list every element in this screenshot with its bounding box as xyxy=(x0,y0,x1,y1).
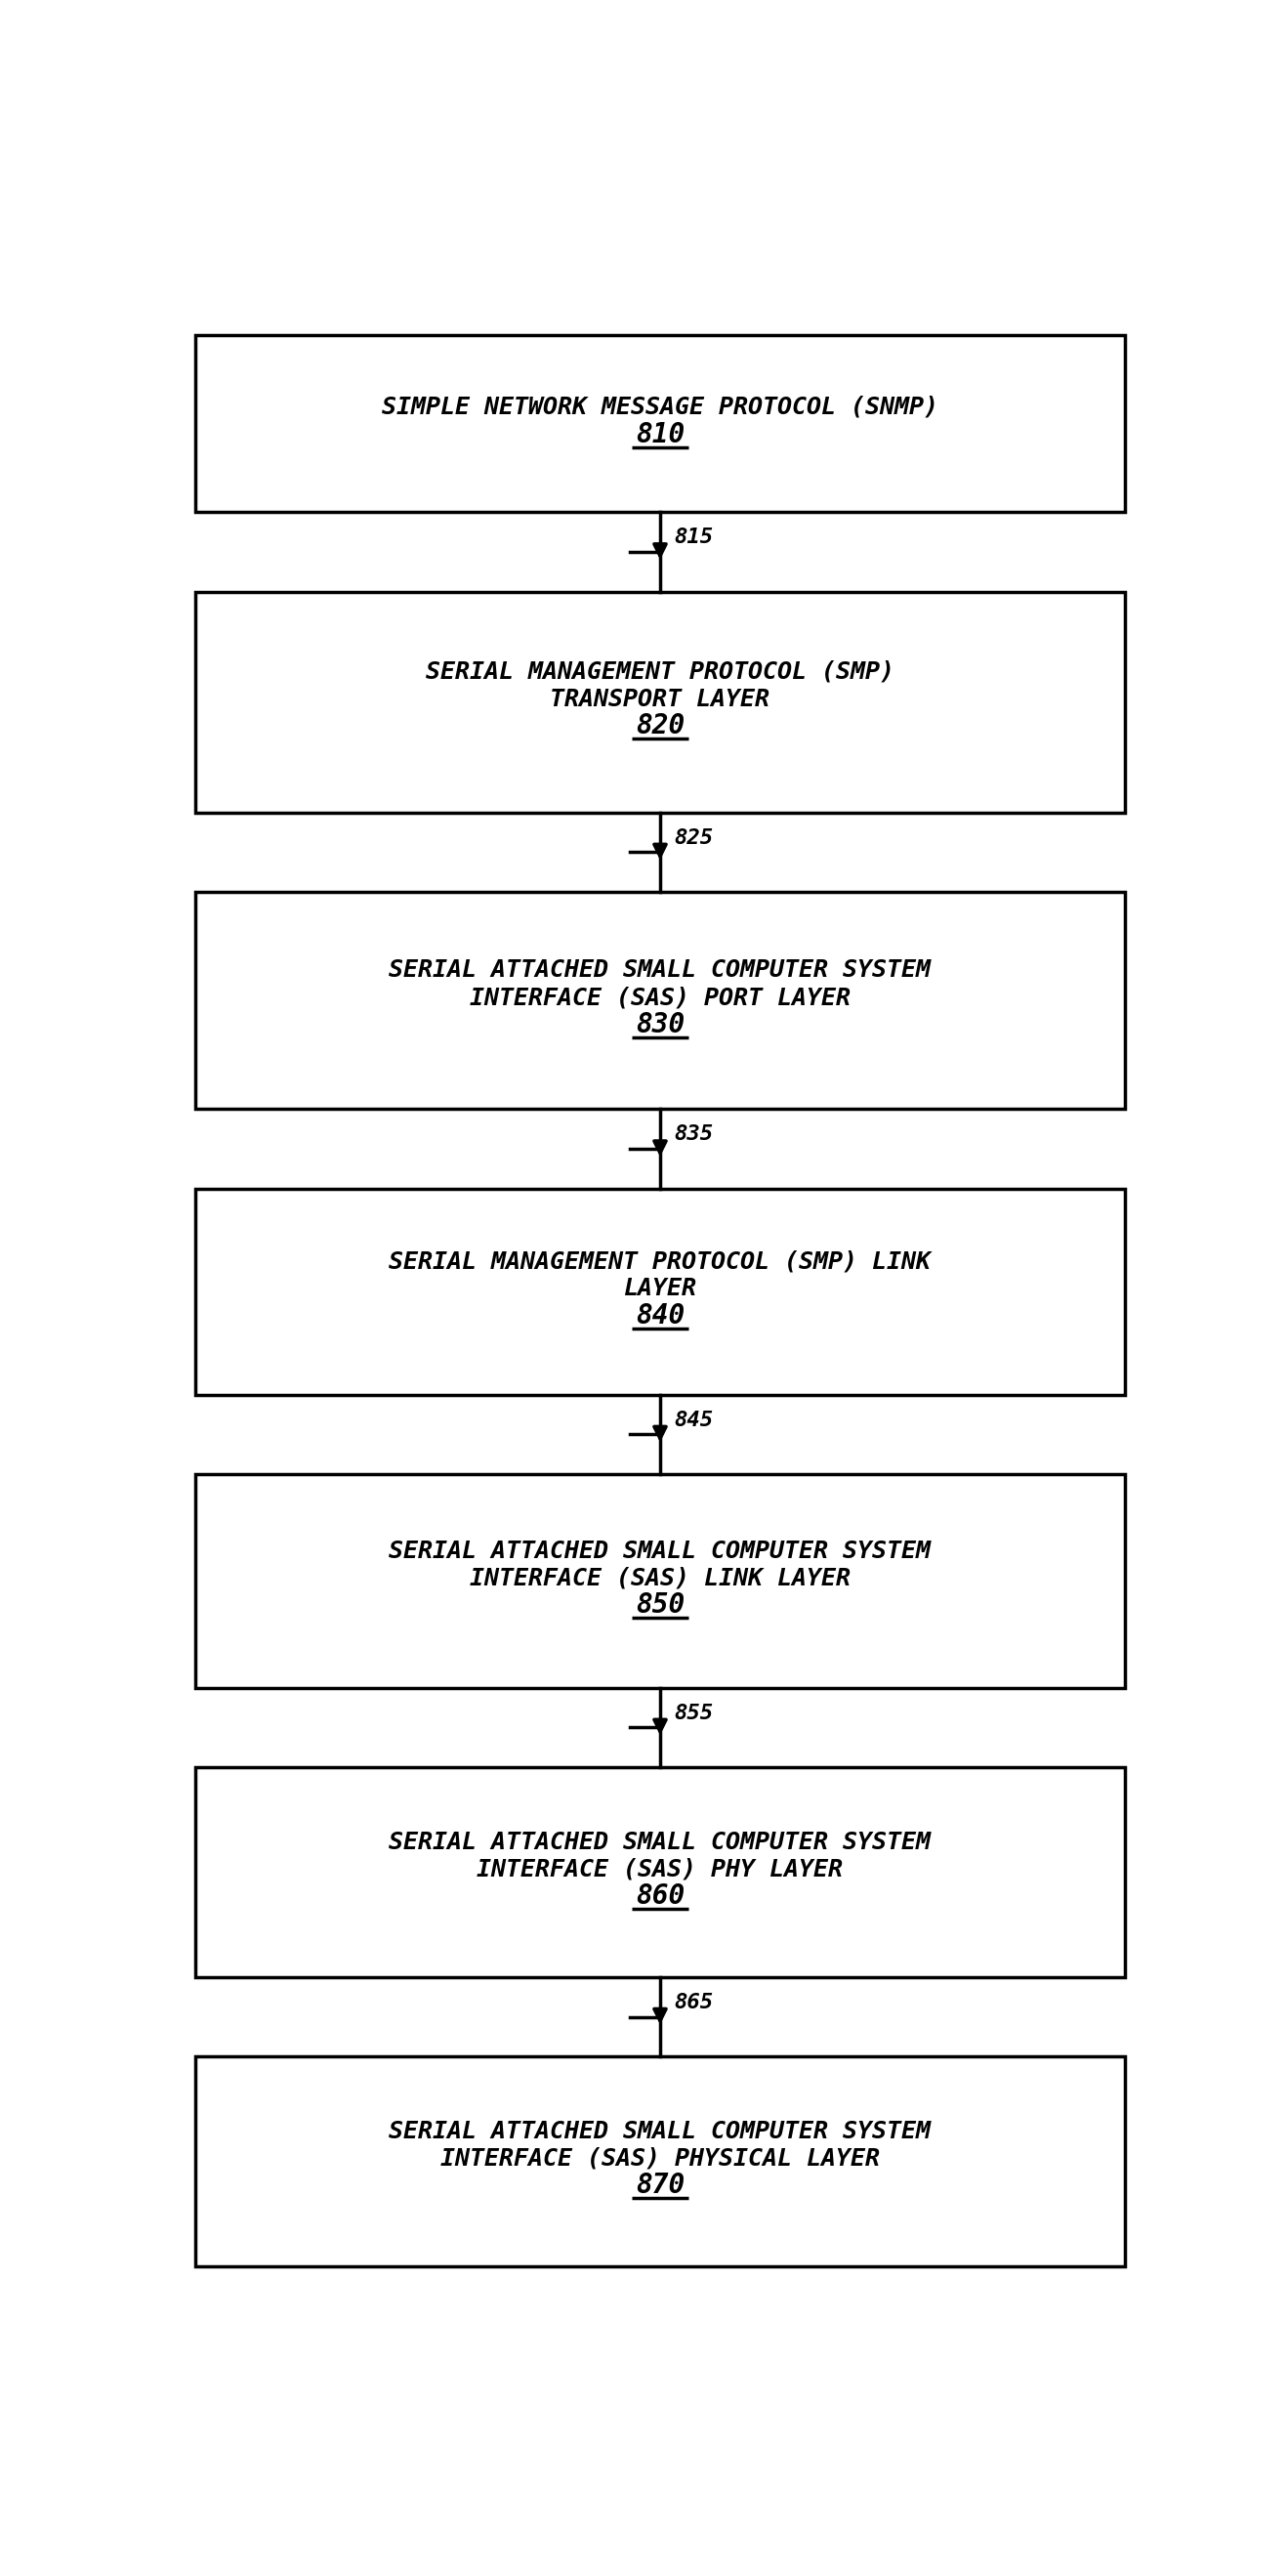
Bar xyxy=(194,335,1126,513)
Text: INTERFACE (SAS) PHYSICAL LAYER: INTERFACE (SAS) PHYSICAL LAYER xyxy=(440,2146,880,2169)
Bar xyxy=(194,592,1126,811)
Text: 830: 830 xyxy=(635,1010,685,1038)
Text: TRANSPORT LAYER: TRANSPORT LAYER xyxy=(550,688,770,711)
Text: SERIAL MANAGEMENT PROTOCOL (SMP): SERIAL MANAGEMENT PROTOCOL (SMP) xyxy=(426,659,894,683)
Text: 820: 820 xyxy=(635,714,685,739)
Text: 850: 850 xyxy=(635,1592,685,1618)
Text: 810: 810 xyxy=(635,420,685,448)
Text: 865: 865 xyxy=(674,1994,712,2012)
Text: SERIAL ATTACHED SMALL COMPUTER SYSTEM: SERIAL ATTACHED SMALL COMPUTER SYSTEM xyxy=(389,2120,931,2143)
Text: SERIAL ATTACHED SMALL COMPUTER SYSTEM: SERIAL ATTACHED SMALL COMPUTER SYSTEM xyxy=(389,1540,931,1564)
Bar xyxy=(194,891,1126,1110)
Bar xyxy=(194,1767,1126,1976)
Text: INTERFACE (SAS) LINK LAYER: INTERFACE (SAS) LINK LAYER xyxy=(470,1566,850,1589)
Text: INTERFACE (SAS) PORT LAYER: INTERFACE (SAS) PORT LAYER xyxy=(470,987,850,1010)
Text: LAYER: LAYER xyxy=(623,1278,697,1301)
Text: 845: 845 xyxy=(674,1412,712,1430)
Bar xyxy=(194,1188,1126,1394)
Text: SERIAL ATTACHED SMALL COMPUTER SYSTEM: SERIAL ATTACHED SMALL COMPUTER SYSTEM xyxy=(389,1832,931,1855)
Text: SERIAL MANAGEMENT PROTOCOL (SMP) LINK: SERIAL MANAGEMENT PROTOCOL (SMP) LINK xyxy=(389,1249,931,1273)
Text: 870: 870 xyxy=(635,2172,685,2200)
Bar xyxy=(194,2056,1126,2267)
Text: 860: 860 xyxy=(635,1883,685,1909)
Text: 840: 840 xyxy=(635,1301,685,1329)
Text: 855: 855 xyxy=(674,1703,712,1723)
Text: 825: 825 xyxy=(674,827,712,848)
Text: INTERFACE (SAS) PHY LAYER: INTERFACE (SAS) PHY LAYER xyxy=(477,1857,844,1880)
Text: SIMPLE NETWORK MESSAGE PROTOCOL (SNMP): SIMPLE NETWORK MESSAGE PROTOCOL (SNMP) xyxy=(381,397,939,420)
Text: 815: 815 xyxy=(674,528,712,546)
Text: 835: 835 xyxy=(674,1126,712,1144)
Text: SERIAL ATTACHED SMALL COMPUTER SYSTEM: SERIAL ATTACHED SMALL COMPUTER SYSTEM xyxy=(389,958,931,981)
Bar xyxy=(194,1473,1126,1687)
